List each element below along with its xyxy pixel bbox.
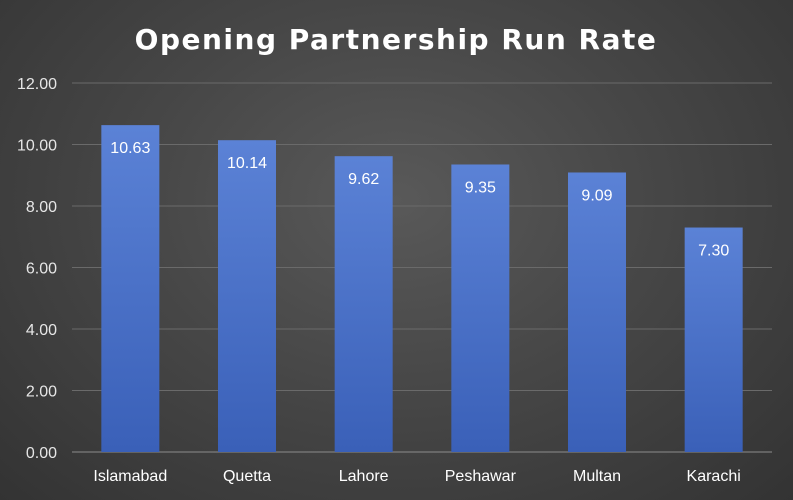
bar-islamabad	[101, 125, 160, 452]
bar-lahore	[334, 156, 393, 452]
chart-title: Opening Partnership Run Rate	[135, 23, 658, 56]
data-label: 7.30	[698, 243, 729, 260]
bars	[101, 125, 743, 453]
x-tick-label: Multan	[573, 468, 621, 485]
bar-peshawar	[451, 164, 510, 453]
data-label: 9.35	[465, 179, 496, 196]
y-tick-label: 10.00	[17, 138, 57, 155]
x-tick-label: Peshawar	[445, 468, 517, 485]
x-tick-label: Quetta	[223, 468, 271, 485]
bar-multan	[568, 172, 626, 453]
x-tick-label: Islamabad	[93, 468, 167, 485]
data-label: 10.14	[227, 155, 267, 172]
y-tick-label: 6.00	[26, 261, 57, 278]
x-tick-label: Lahore	[339, 468, 389, 485]
x-axis: Islamabad Quetta Lahore Peshawar Multan Karac…	[93, 468, 740, 485]
bar-karachi	[684, 227, 743, 452]
data-label: 10.63	[110, 140, 150, 157]
data-label: 9.62	[348, 171, 379, 188]
data-labels: 10.63 10.14 9.62 9.35 9.09 7.30	[110, 140, 729, 259]
x-tick-label: Karachi	[687, 468, 741, 485]
y-tick-label: 0.00	[26, 445, 57, 462]
y-tick-label: 12.00	[17, 76, 57, 93]
y-tick-label: 4.00	[26, 322, 57, 339]
bar-quetta	[218, 140, 276, 452]
gridlines	[72, 82, 772, 453]
y-axis: 0.00 2.00 4.00 6.00 8.00 10.00 12.00	[17, 76, 57, 462]
data-label: 9.09	[581, 187, 612, 204]
y-tick-label: 8.00	[26, 199, 57, 216]
y-tick-label: 2.00	[26, 384, 57, 401]
